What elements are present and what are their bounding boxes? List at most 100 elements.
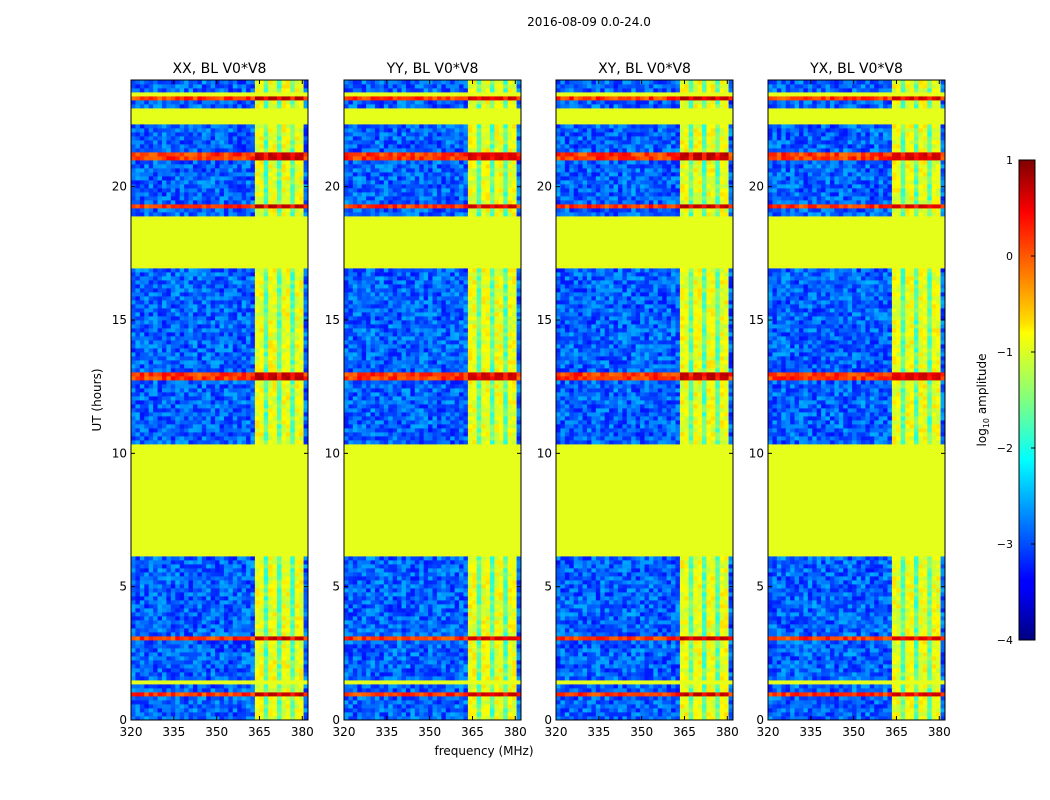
heatmap-cell xyxy=(158,684,163,688)
heatmap-cell xyxy=(140,628,145,632)
heatmap-cell xyxy=(184,700,189,704)
heatmap-cell xyxy=(246,636,251,640)
heatmap-cell xyxy=(299,700,304,704)
heatmap-cell xyxy=(144,668,149,672)
heatmap-cell xyxy=(202,664,207,668)
heatmap-cell xyxy=(144,676,149,680)
heatmap-cell xyxy=(171,684,176,688)
heatmap-cell xyxy=(162,648,167,652)
heatmap-cell xyxy=(175,712,180,716)
heatmap-cell xyxy=(250,624,255,628)
heatmap-cell xyxy=(290,640,295,644)
heatmap-cell xyxy=(290,688,295,692)
heatmap-cell xyxy=(153,688,158,692)
heatmap-cell xyxy=(246,644,251,648)
heatmap-cell xyxy=(233,632,238,636)
heatmap-cell xyxy=(264,628,269,632)
heatmap-cell xyxy=(180,696,185,700)
heatmap-cell xyxy=(175,624,180,628)
heatmap-cell xyxy=(189,688,194,692)
heatmap-cell xyxy=(180,668,185,672)
heatmap-cell xyxy=(224,700,229,704)
heatmap-cell xyxy=(290,692,295,696)
heatmap-cell xyxy=(144,636,149,640)
heatmap-cell xyxy=(135,668,140,672)
heatmap-cell xyxy=(211,628,216,632)
heatmap-cell xyxy=(158,700,163,704)
heatmap-cell xyxy=(246,672,251,676)
heatmap-cell xyxy=(224,704,229,708)
heatmap-cell xyxy=(215,664,220,668)
heatmap-cell xyxy=(206,628,211,632)
heatmap-cell xyxy=(237,696,242,700)
heatmap-cell xyxy=(281,692,286,696)
heatmap-cell xyxy=(180,648,185,652)
heatmap-cell xyxy=(144,620,149,624)
heatmap-cell xyxy=(193,660,198,664)
heatmap-cell xyxy=(175,704,180,708)
heatmap-cell xyxy=(153,684,158,688)
heatmap-cell xyxy=(299,696,304,700)
heatmap-cell xyxy=(286,644,291,648)
heatmap-cell xyxy=(255,632,260,636)
heatmap-cell xyxy=(268,664,273,668)
heatmap-cell xyxy=(299,648,304,652)
heatmap-cell xyxy=(211,664,216,668)
heatmap-cell xyxy=(286,692,291,696)
heatmap-cell xyxy=(149,620,154,624)
heatmap-cell xyxy=(273,644,278,648)
heatmap-cell xyxy=(268,676,273,680)
heatmap-cell xyxy=(193,712,198,716)
heatmap-cell xyxy=(144,644,149,648)
heatmap-cell xyxy=(281,668,286,672)
heatmap-cell xyxy=(228,632,233,636)
heatmap-cell xyxy=(158,696,163,700)
heatmap-cell xyxy=(175,656,180,660)
heatmap-cell xyxy=(184,688,189,692)
heatmap-cell xyxy=(237,660,242,664)
heatmap-cell xyxy=(197,692,202,696)
heatmap-cell xyxy=(131,704,136,708)
heatmap-cell xyxy=(158,620,163,624)
heatmap-cell xyxy=(281,680,286,684)
heatmap-cell xyxy=(211,712,216,716)
heatmap-cell xyxy=(228,640,233,644)
heatmap-cell xyxy=(193,648,198,652)
heatmap-cell xyxy=(224,648,229,652)
heatmap-cell xyxy=(171,704,176,708)
heatmap-cell xyxy=(286,672,291,676)
heatmap-cell xyxy=(166,660,171,664)
heatmap-cell xyxy=(171,708,176,712)
heatmap-cell xyxy=(233,680,238,684)
heatmap-cell xyxy=(162,640,167,644)
heatmap-cell xyxy=(220,624,225,628)
heatmap-cell xyxy=(175,648,180,652)
heatmap-cell xyxy=(259,680,264,684)
heatmap-cell xyxy=(162,624,167,628)
heatmap-cell xyxy=(255,660,260,664)
heatmap-cell xyxy=(206,700,211,704)
heatmap-cell xyxy=(149,632,154,636)
heatmap-cell xyxy=(224,640,229,644)
heatmap-cell xyxy=(193,636,198,640)
heatmap-cell xyxy=(131,696,136,700)
heatmap-cell xyxy=(140,644,145,648)
heatmap-cell xyxy=(220,700,225,704)
heatmap-cell xyxy=(233,688,238,692)
heatmap-cell xyxy=(211,676,216,680)
heatmap-cell xyxy=(197,680,202,684)
heatmap-cell xyxy=(180,652,185,656)
heatmap-cell xyxy=(281,648,286,652)
heatmap-cell xyxy=(220,664,225,668)
heatmap-cell xyxy=(131,620,136,624)
heatmap-cell xyxy=(162,672,167,676)
heatmap-cell xyxy=(246,652,251,656)
heatmap-cell xyxy=(281,696,286,700)
heatmap-cell xyxy=(166,672,171,676)
heatmap-cell xyxy=(277,644,282,648)
heatmap-cell xyxy=(153,672,158,676)
heatmap-cell xyxy=(220,692,225,696)
heatmap-cell xyxy=(184,620,189,624)
heatmap-cell xyxy=(153,680,158,684)
heatmap-cell xyxy=(220,676,225,680)
